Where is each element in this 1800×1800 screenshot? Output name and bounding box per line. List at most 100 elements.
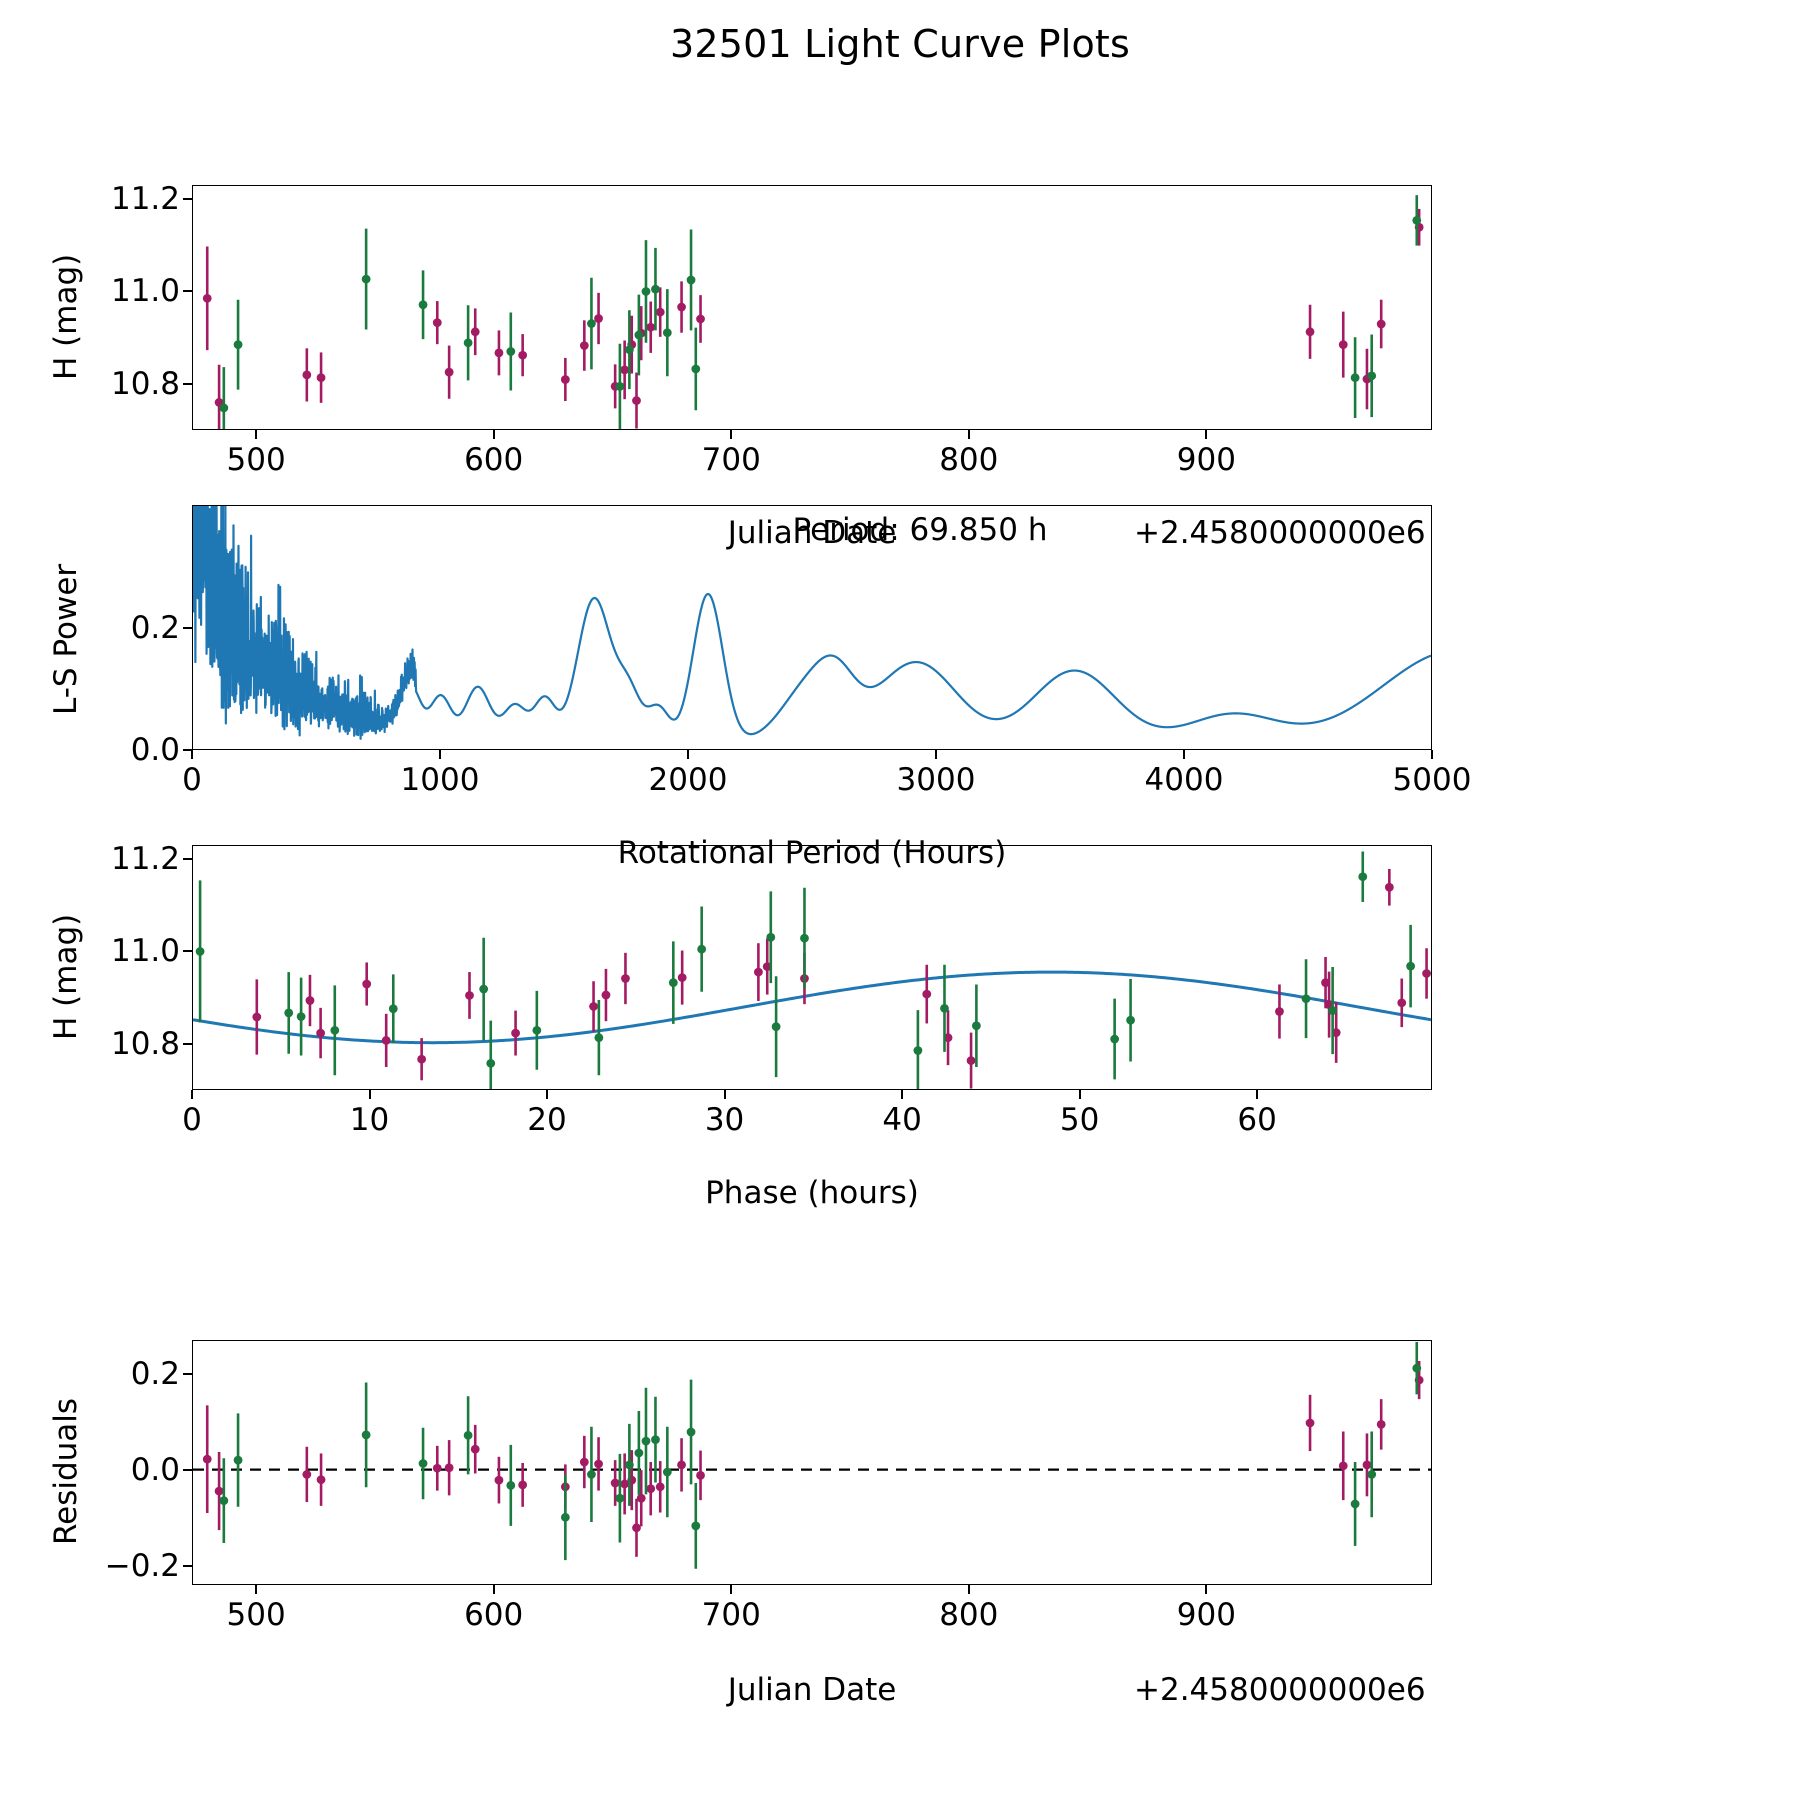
y-tick-label: 11.0	[110, 933, 180, 970]
data-point	[615, 381, 625, 391]
x-tick-label: 2000	[648, 762, 728, 798]
data-point	[800, 933, 809, 943]
phase-folded-plot-area	[193, 846, 1431, 1089]
data-point	[1376, 1420, 1386, 1429]
x-tick-mark	[439, 750, 441, 759]
data-point	[1376, 319, 1386, 329]
x-tick-label: 1000	[400, 762, 480, 798]
x-tick-mark	[723, 1090, 726, 1099]
x-tick-label: 900	[1176, 1597, 1236, 1633]
data-point	[1367, 371, 1377, 381]
data-point	[766, 932, 776, 942]
x-tick-mark	[901, 1090, 904, 1099]
y-tick-mark	[183, 1468, 192, 1471]
data-point	[641, 287, 651, 296]
data-point	[417, 1054, 427, 1064]
data-point	[305, 996, 315, 1005]
data-point	[1384, 882, 1394, 892]
data-point	[233, 1455, 243, 1465]
data-point	[594, 1033, 604, 1043]
data-point	[219, 403, 229, 413]
x-tick-label: 500	[226, 442, 286, 478]
x-tick-mark	[1256, 1090, 1259, 1099]
data-point	[753, 967, 763, 977]
y-tick-mark	[183, 1372, 192, 1375]
x-tick-label: 20	[527, 1102, 567, 1138]
y-tick-mark	[183, 197, 192, 200]
x-tick-mark	[1205, 1585, 1208, 1594]
x-tick-label: 50	[1059, 1102, 1100, 1138]
data-point	[771, 1022, 781, 1032]
x-tick-mark	[730, 430, 733, 439]
axes-residuals	[192, 1340, 1432, 1585]
y-tick-mark	[183, 1564, 192, 1567]
x-tick-mark	[492, 430, 495, 439]
axis-label-x-periodogram: Rotational Period (Hours)	[617, 835, 1007, 871]
data-point	[668, 978, 678, 987]
data-point	[432, 1463, 442, 1473]
axis-offset-residuals: +2.4580000000e6	[1134, 1672, 1426, 1708]
data-point	[1305, 327, 1315, 337]
lightcurve-plot-area	[202, 186, 1424, 429]
data-point	[465, 991, 474, 1000]
data-point	[302, 1470, 312, 1479]
data-point	[762, 962, 772, 971]
data-point	[202, 293, 212, 303]
y-tick-mark	[183, 749, 192, 751]
data-point	[651, 1435, 660, 1444]
x-tick-label: 600	[464, 1597, 524, 1633]
x-tick-label: 40	[882, 1102, 922, 1138]
data-point	[444, 367, 454, 377]
data-point	[506, 347, 516, 356]
data-point	[632, 396, 641, 405]
x-tick-label: 3000	[896, 762, 976, 798]
data-series-series_b	[219, 1342, 1422, 1569]
data-series-series_a	[202, 209, 1424, 429]
data-point	[922, 989, 932, 999]
axis-offset-lightcurve: +2.4580000000e6	[1134, 515, 1426, 551]
x-tick-mark	[1205, 430, 1208, 439]
data-point	[1275, 1007, 1284, 1016]
data-point	[677, 973, 687, 982]
data-point	[361, 1430, 371, 1440]
data-point	[696, 314, 705, 324]
data-point	[486, 1058, 496, 1068]
data-point	[646, 1484, 656, 1494]
y-tick-mark	[183, 290, 192, 293]
data-point	[620, 365, 630, 375]
data-point	[1321, 978, 1330, 987]
data-point	[634, 330, 644, 340]
x-tick-mark	[935, 750, 937, 759]
data-point	[444, 1463, 454, 1473]
x-tick-label: 5000	[1392, 762, 1472, 798]
data-point	[655, 1482, 665, 1492]
data-point	[296, 1012, 306, 1021]
y-tick-mark	[183, 950, 192, 953]
x-tick-label: 800	[939, 442, 999, 478]
x-tick-mark	[368, 1090, 371, 1099]
data-point	[579, 341, 589, 350]
data-point	[1422, 969, 1431, 978]
data-point	[641, 1436, 651, 1446]
x-tick-mark	[1183, 750, 1185, 759]
data-point	[432, 318, 442, 327]
y-tick-label: 10.8	[110, 1025, 180, 1062]
x-tick-label: 600	[464, 442, 524, 478]
data-point	[610, 1478, 620, 1488]
x-tick-label: 900	[1176, 442, 1236, 478]
data-point	[1412, 1363, 1422, 1373]
data-point	[686, 1427, 696, 1437]
data-point	[388, 1004, 398, 1014]
data-point	[1350, 1499, 1360, 1509]
x-tick-mark	[191, 750, 193, 759]
data-point	[1406, 961, 1416, 971]
data-point	[913, 1046, 923, 1055]
data-point	[1362, 1460, 1372, 1470]
data-point	[579, 1457, 589, 1467]
axis-label-x-lightcurve: Julian Date	[727, 515, 897, 551]
data-point	[601, 990, 611, 1000]
data-point	[518, 350, 528, 360]
data-series-series_b	[219, 195, 1422, 429]
data-point	[655, 307, 665, 317]
x-tick-label: 500	[226, 1597, 286, 1633]
